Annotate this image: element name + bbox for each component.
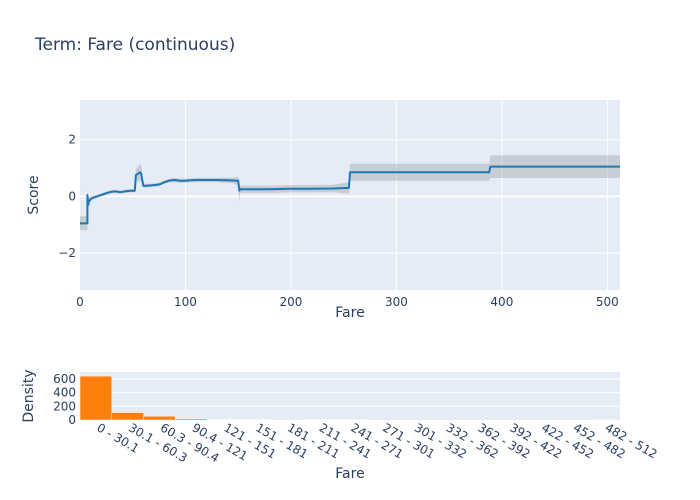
density-x-axis-title: Fare bbox=[335, 466, 364, 482]
main-x-tick-label: 100 bbox=[174, 295, 197, 309]
main-x-axis-title: Fare bbox=[335, 305, 364, 321]
density-bar bbox=[175, 418, 208, 421]
main-y-tick-labels: −2 0 2 bbox=[58, 133, 76, 260]
density-y-tick-label: 400 bbox=[53, 386, 76, 400]
confidence-band bbox=[80, 155, 620, 231]
score-line bbox=[80, 165, 620, 225]
main-x-tick-label: 400 bbox=[490, 295, 513, 309]
main-y-axis-title: Score bbox=[26, 175, 42, 214]
density-bar bbox=[206, 419, 240, 421]
main-x-tick-label: 0 bbox=[76, 295, 84, 309]
score-series bbox=[80, 165, 620, 225]
main-gridlines bbox=[80, 100, 620, 290]
density-y-axis-title: Density bbox=[21, 369, 37, 422]
density-bar bbox=[302, 419, 335, 421]
density-y-tick-label: 600 bbox=[53, 372, 76, 386]
density-plot-area bbox=[80, 372, 620, 420]
main-plot-area bbox=[80, 100, 620, 290]
density-bar bbox=[111, 412, 144, 421]
density-gridlines bbox=[80, 378, 620, 407]
confidence-band-area bbox=[80, 155, 620, 231]
main-y-tick-label: 0 bbox=[68, 189, 76, 203]
chart-title: Term: Fare (continuous) bbox=[34, 35, 235, 55]
main-x-tick-label: 500 bbox=[596, 295, 619, 309]
density-y-tick-label: 0 bbox=[68, 413, 76, 427]
main-x-tick-labels: 0 100 200 300 400 500 bbox=[76, 295, 619, 309]
density-bars bbox=[79, 375, 621, 421]
main-y-tick-label: 2 bbox=[68, 133, 76, 147]
main-x-tick-label: 200 bbox=[279, 295, 302, 309]
density-y-tick-label: 200 bbox=[53, 399, 76, 413]
main-x-tick-label: 300 bbox=[385, 295, 408, 309]
main-y-tick-label: −2 bbox=[58, 246, 76, 260]
density-bar bbox=[79, 375, 113, 421]
density-bar bbox=[143, 415, 176, 421]
